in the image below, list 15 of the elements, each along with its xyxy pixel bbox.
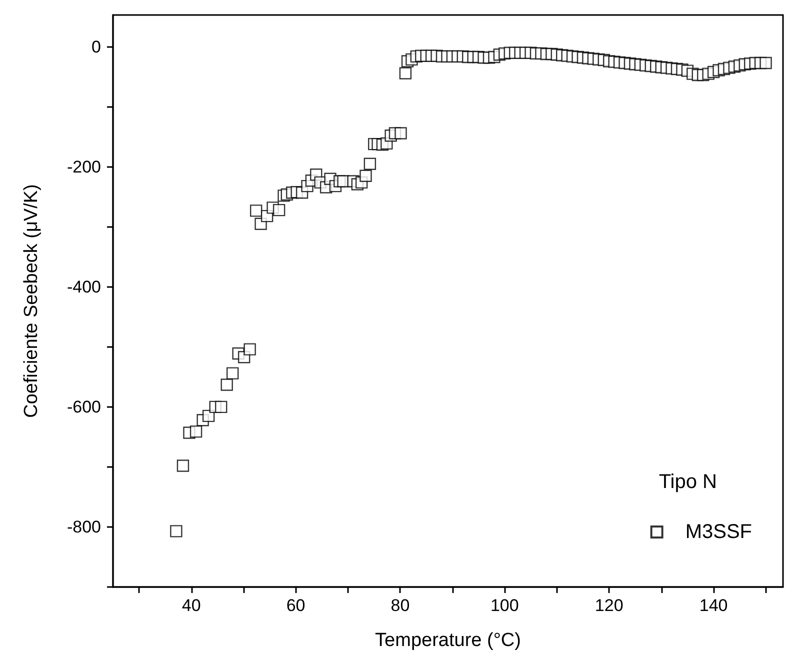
x-tick-label: 120 xyxy=(594,596,624,615)
x-tick-label: 100 xyxy=(490,596,519,615)
y-tick-label: -400 xyxy=(66,277,101,296)
x-tick-label: 60 xyxy=(286,596,306,615)
x-tick-label: 80 xyxy=(390,596,410,615)
y-axis-title: Coeficiente Seebeck (μV/K) xyxy=(21,184,42,418)
x-tick-label: 140 xyxy=(699,596,728,615)
y-tick-label: 0 xyxy=(92,37,101,56)
x-tick-label: 40 xyxy=(182,596,201,615)
legend-label: M3SSF xyxy=(685,521,752,543)
legend-title: Tipo N xyxy=(658,471,718,493)
y-tick-label: -600 xyxy=(66,397,101,416)
y-tick-label: -200 xyxy=(66,157,101,176)
x-axis-title: Temperature (°C) xyxy=(375,630,521,651)
y-tick-label: -800 xyxy=(66,517,101,536)
